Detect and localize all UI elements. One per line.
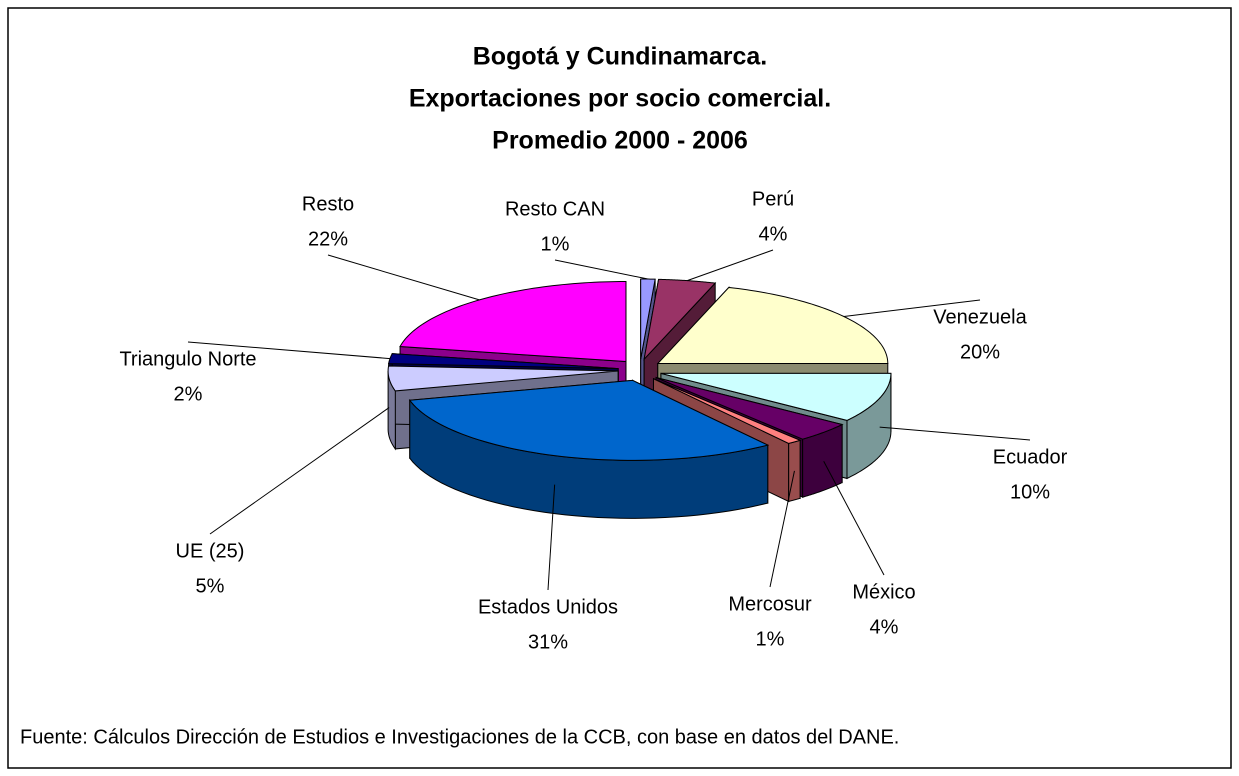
leader-line xyxy=(823,461,885,576)
slice-value-label: 31% xyxy=(528,631,568,653)
leader-line xyxy=(843,299,981,318)
leader-line xyxy=(547,484,556,591)
slice-top xyxy=(640,278,656,360)
slice-top xyxy=(387,365,619,392)
source-note: Fuente: Cálculos Dirección de Estudios e… xyxy=(20,726,899,748)
pie-slice xyxy=(408,379,770,519)
slice-label: Resto CAN xyxy=(505,198,605,220)
slice-top xyxy=(655,377,844,440)
slice-label: Resto xyxy=(302,193,354,215)
slice-label: Perú xyxy=(752,188,794,210)
chart-title: Exportaciones por socio comercial. xyxy=(409,85,831,113)
leader-line xyxy=(554,259,649,280)
slice-label: UE (25) xyxy=(176,540,245,562)
slice-label: Venezuela xyxy=(933,306,1027,328)
slice-value-label: 22% xyxy=(308,228,348,250)
slice-top xyxy=(653,378,802,444)
leader-line xyxy=(327,254,480,301)
slice-value-label: 20% xyxy=(960,341,1000,363)
slice-value-label: 1% xyxy=(541,233,570,255)
slice-label: Mercosur xyxy=(728,593,812,615)
slice-label: Triangulo Norte xyxy=(119,348,256,370)
slice-value-label: 5% xyxy=(196,575,225,597)
slice-label: Ecuador xyxy=(993,446,1068,468)
leader-line xyxy=(209,407,390,535)
leader-line xyxy=(879,426,1031,441)
slice-top xyxy=(656,286,889,365)
slice-label: México xyxy=(852,581,915,603)
leader-line xyxy=(687,249,774,282)
slice-value-label: 2% xyxy=(174,383,203,405)
leader-line xyxy=(769,470,795,588)
slice-top xyxy=(408,379,770,461)
leader-line xyxy=(187,341,391,360)
slice-value-label: 4% xyxy=(759,223,788,245)
chart-title: Bogotá y Cundinamarca. xyxy=(473,43,768,71)
slice-top xyxy=(643,278,717,361)
slice-value-label: 1% xyxy=(756,628,785,650)
slice-value-label: 4% xyxy=(870,616,899,638)
slice-top xyxy=(660,372,892,421)
slice-label: Estados Unidos xyxy=(478,596,618,618)
pie xyxy=(387,278,892,519)
slice-value-label: 10% xyxy=(1010,481,1050,503)
chart-title: Promedio 2000 - 2006 xyxy=(492,127,748,155)
